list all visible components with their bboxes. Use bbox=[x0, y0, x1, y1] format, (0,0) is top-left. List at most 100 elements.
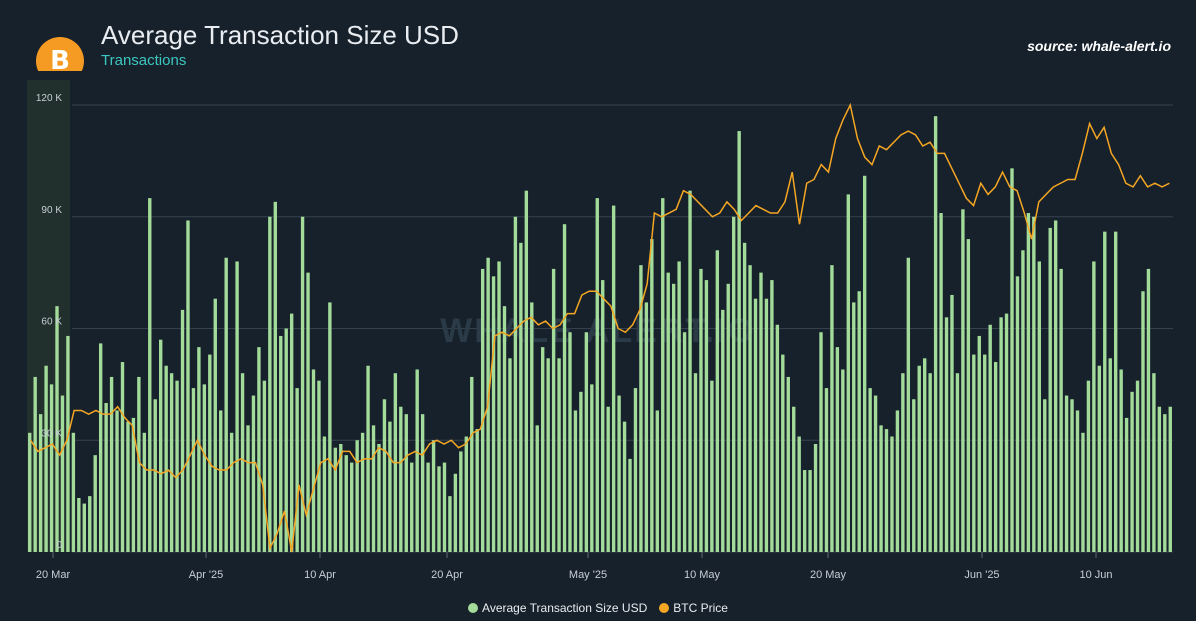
bar[interactable] bbox=[813, 443, 818, 552]
bar[interactable] bbox=[420, 414, 425, 552]
bar[interactable] bbox=[584, 332, 589, 552]
bar[interactable] bbox=[841, 369, 845, 552]
bar[interactable] bbox=[955, 373, 960, 552]
bar[interactable] bbox=[131, 417, 136, 552]
bar[interactable] bbox=[639, 265, 643, 552]
bar[interactable] bbox=[1015, 276, 1020, 552]
bar[interactable] bbox=[240, 373, 245, 552]
bar[interactable] bbox=[541, 347, 545, 553]
bar[interactable] bbox=[661, 198, 665, 553]
bar[interactable] bbox=[169, 373, 174, 552]
legend-item-btc-price[interactable]: BTC Price bbox=[659, 601, 728, 615]
bar[interactable] bbox=[470, 376, 474, 552]
bar[interactable] bbox=[650, 239, 654, 552]
bar[interactable] bbox=[808, 470, 812, 552]
bar[interactable] bbox=[257, 347, 261, 553]
bar[interactable] bbox=[966, 239, 971, 552]
bar[interactable] bbox=[1053, 220, 1058, 552]
bar[interactable] bbox=[502, 306, 507, 552]
bar[interactable] bbox=[415, 369, 419, 552]
bar[interactable] bbox=[879, 425, 883, 552]
bar[interactable] bbox=[1103, 231, 1107, 552]
bar[interactable] bbox=[601, 280, 605, 552]
bar[interactable] bbox=[1043, 399, 1047, 552]
bar[interactable] bbox=[622, 421, 627, 553]
bar[interactable] bbox=[137, 376, 141, 552]
bar[interactable] bbox=[235, 261, 239, 552]
bar[interactable] bbox=[742, 242, 747, 552]
bar[interactable] bbox=[917, 365, 921, 552]
bar[interactable] bbox=[1010, 168, 1014, 552]
bar[interactable] bbox=[1037, 261, 1041, 552]
bar[interactable] bbox=[764, 298, 769, 552]
bar[interactable] bbox=[781, 354, 785, 552]
bar[interactable] bbox=[715, 250, 720, 552]
bar[interactable] bbox=[699, 268, 703, 552]
bar[interactable] bbox=[437, 466, 441, 552]
bar[interactable] bbox=[300, 216, 305, 552]
bar[interactable] bbox=[186, 220, 190, 552]
bar[interactable] bbox=[1168, 406, 1172, 552]
bar[interactable] bbox=[1026, 213, 1031, 552]
bar[interactable] bbox=[328, 302, 332, 552]
bar[interactable] bbox=[159, 339, 163, 552]
bar[interactable] bbox=[792, 406, 796, 552]
bar[interactable] bbox=[1146, 268, 1151, 552]
bar[interactable] bbox=[835, 347, 840, 553]
bar[interactable] bbox=[551, 268, 556, 552]
bar[interactable] bbox=[1152, 373, 1156, 552]
bar[interactable] bbox=[279, 335, 283, 552]
bar[interactable] bbox=[753, 298, 758, 552]
bar[interactable] bbox=[595, 198, 599, 553]
bar[interactable] bbox=[126, 421, 130, 553]
bar[interactable] bbox=[884, 429, 889, 552]
bar[interactable] bbox=[33, 376, 37, 552]
bar[interactable] bbox=[322, 436, 327, 552]
bar[interactable] bbox=[475, 429, 479, 552]
bar[interactable] bbox=[939, 213, 943, 552]
bar[interactable] bbox=[721, 309, 725, 553]
bar[interactable] bbox=[535, 425, 539, 552]
bar[interactable] bbox=[1157, 406, 1162, 552]
bar[interactable] bbox=[219, 410, 223, 552]
bar[interactable] bbox=[677, 261, 681, 552]
bar[interactable] bbox=[497, 261, 501, 552]
bar[interactable] bbox=[82, 503, 86, 552]
bar[interactable] bbox=[606, 406, 610, 552]
bar[interactable] bbox=[710, 380, 714, 552]
bar[interactable] bbox=[153, 399, 157, 552]
bar[interactable] bbox=[748, 265, 752, 552]
bar[interactable] bbox=[732, 216, 736, 552]
bar[interactable] bbox=[775, 324, 780, 552]
bar[interactable] bbox=[1119, 369, 1123, 552]
bar[interactable] bbox=[852, 302, 856, 552]
bar[interactable] bbox=[655, 410, 659, 552]
bar[interactable] bbox=[164, 365, 168, 552]
bar[interactable] bbox=[999, 317, 1003, 552]
bar[interactable] bbox=[191, 388, 196, 552]
bar[interactable] bbox=[1114, 231, 1118, 552]
bar[interactable] bbox=[60, 395, 65, 552]
bar[interactable] bbox=[333, 447, 338, 552]
bar[interactable] bbox=[1135, 380, 1140, 552]
bar[interactable] bbox=[961, 209, 965, 553]
bar[interactable] bbox=[197, 347, 201, 553]
bar[interactable] bbox=[371, 425, 376, 552]
bar[interactable] bbox=[988, 324, 992, 552]
btc-price-line[interactable] bbox=[30, 102, 1170, 553]
bar[interactable] bbox=[44, 365, 48, 552]
bar[interactable] bbox=[906, 257, 911, 552]
bar[interactable] bbox=[142, 432, 147, 552]
bar[interactable] bbox=[88, 496, 92, 553]
bar[interactable] bbox=[1081, 432, 1085, 552]
bar[interactable] bbox=[1086, 380, 1091, 552]
bar[interactable] bbox=[246, 425, 250, 552]
bar[interactable] bbox=[180, 309, 185, 553]
bar[interactable] bbox=[1097, 365, 1102, 552]
bar[interactable] bbox=[1075, 410, 1080, 552]
bar[interactable] bbox=[410, 462, 414, 552]
bar[interactable] bbox=[306, 272, 310, 553]
bar[interactable] bbox=[71, 432, 76, 552]
bar[interactable] bbox=[229, 432, 234, 552]
bar[interactable] bbox=[530, 302, 534, 552]
